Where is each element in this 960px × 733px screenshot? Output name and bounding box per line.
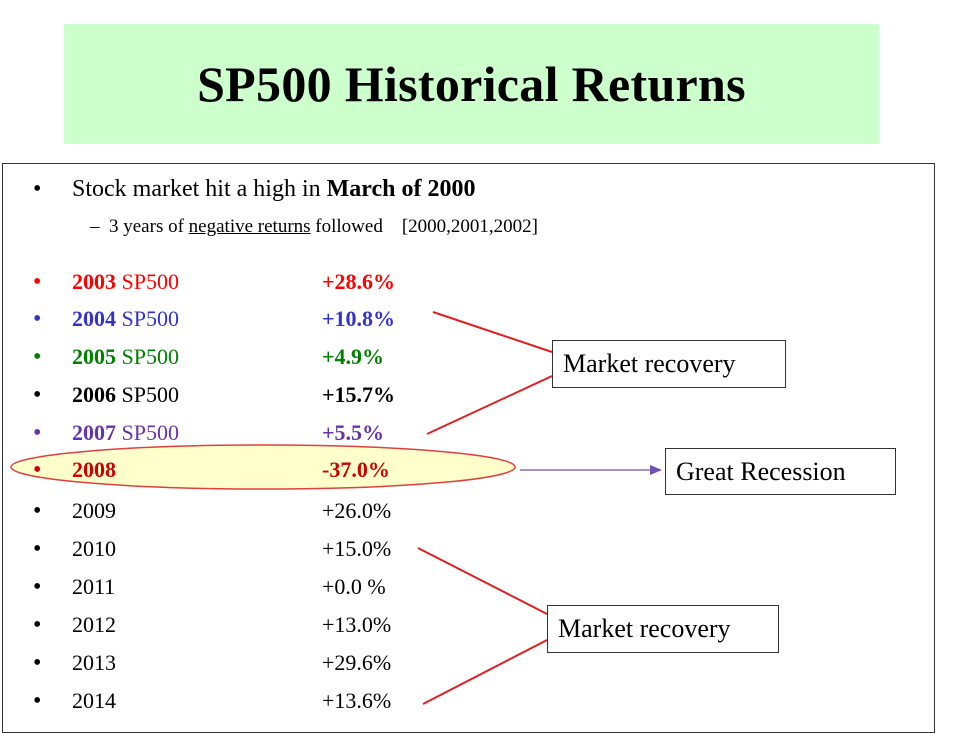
row-label: 2009 <box>72 497 116 525</box>
list-item: • 2008 -37.0% <box>0 456 480 484</box>
sub-text-underlined: negative returns <box>188 216 311 237</box>
connector-line-2014 <box>422 639 548 705</box>
row-return: +15.0% <box>322 536 392 561</box>
list-item: • 2013 +29.6% <box>0 649 480 677</box>
row-year: 2014 <box>72 688 116 713</box>
row-year: 2003 <box>72 269 116 294</box>
list-item: • 2007 SP500 +5.5% <box>0 419 480 447</box>
row-return: +26.0% <box>322 498 392 523</box>
row-label: 2005 SP500 <box>72 343 179 371</box>
list-item: • 2010 +15.0% <box>0 535 480 563</box>
sub-text-prefix: 3 years of <box>109 216 189 237</box>
bullet-dot: • <box>33 498 42 524</box>
row-label: 2006 SP500 <box>72 381 179 409</box>
row-label: 2004 SP500 <box>72 305 179 333</box>
row-return: +0.0 % <box>322 574 386 599</box>
row-return: +28.6% <box>322 269 396 294</box>
intro-main-text: Stock market hit a high in <box>72 176 327 202</box>
callout-label: Market recovery <box>558 614 731 643</box>
callout-great-recession: Great Recession <box>665 448 896 495</box>
intro-sub-point: – 3 years of negative returns followed [… <box>90 216 538 238</box>
bullet-dot: • <box>33 536 42 562</box>
list-item: • 2011 +0.0 % <box>0 573 480 601</box>
connector-line-2004 <box>432 311 553 353</box>
callout-market-recovery-1: Market recovery <box>552 340 786 388</box>
row-label: 2013 <box>72 649 116 677</box>
bullet-dot: • <box>33 650 42 676</box>
callout-label: Great Recession <box>676 456 846 486</box>
row-year: 2011 <box>72 574 116 599</box>
row-label: 2010 <box>72 535 116 563</box>
slide-title: SP500 Historical Returns <box>197 56 746 112</box>
bullet-dot: • <box>33 574 42 600</box>
row-return: +13.0% <box>322 612 392 637</box>
list-item: • 2004 SP500 +10.8% <box>0 305 480 333</box>
connector-line-2010 <box>417 547 548 615</box>
list-item: • 2003 SP500 +28.6% <box>0 268 480 296</box>
row-year: 2005 <box>72 344 116 369</box>
list-item: • 2014 +13.6% <box>0 687 480 715</box>
row-return: +29.6% <box>322 650 392 675</box>
row-return: -37.0% <box>322 457 390 482</box>
bullet-dot: • <box>33 688 42 714</box>
arrow-head-recession <box>650 465 662 475</box>
row-return: +13.6% <box>322 688 392 713</box>
intro-main-point: Stock market hit a high in March of 2000 <box>72 175 476 203</box>
row-return: +5.5% <box>322 420 385 445</box>
row-year: 2010 <box>72 536 116 561</box>
bullet-dot: • <box>33 176 42 202</box>
row-label: 2014 <box>72 687 116 715</box>
callout-market-recovery-2: Market recovery <box>547 605 779 653</box>
row-index: SP500 <box>116 306 179 331</box>
bullet-dot: • <box>33 382 42 408</box>
row-year: 2006 <box>72 382 116 407</box>
row-return: +4.9% <box>322 344 385 369</box>
row-year: 2012 <box>72 612 116 637</box>
list-item: • 2009 +26.0% <box>0 497 480 525</box>
row-index: SP500 <box>116 344 179 369</box>
row-year: 2013 <box>72 650 116 675</box>
bullet-dot: • <box>33 612 42 638</box>
row-label: 2003 SP500 <box>72 268 179 296</box>
connector-line-2007 <box>426 375 553 435</box>
row-year: 2008 <box>72 457 116 482</box>
list-item: • 2006 SP500 +15.7% <box>0 381 480 409</box>
highlight-ellipse-2008 <box>10 444 516 490</box>
bullet-dot: • <box>33 306 42 332</box>
callout-label: Market recovery <box>563 349 736 378</box>
title-box: SP500 Historical Returns <box>64 24 879 144</box>
bullet-dot: • <box>33 269 42 295</box>
sub-dash: – <box>90 216 100 237</box>
intro-main-bold: March of 2000 <box>326 176 476 202</box>
row-index: SP500 <box>116 420 179 445</box>
sub-text-suffix: followed [2000,2001,2002] <box>310 216 538 237</box>
row-year: 2007 <box>72 420 116 445</box>
row-return: +10.8% <box>322 306 396 331</box>
list-item: • 2012 +13.0% <box>0 611 480 639</box>
bullet-dot: • <box>33 344 42 370</box>
row-return: +15.7% <box>322 382 396 407</box>
row-label: 2012 <box>72 611 116 639</box>
bullet-dot: • <box>33 457 42 483</box>
list-item: • 2005 SP500 +4.9% <box>0 343 480 371</box>
row-year: 2004 <box>72 306 116 331</box>
row-index: SP500 <box>116 382 179 407</box>
bullet-dot: • <box>33 420 42 446</box>
row-index: SP500 <box>116 269 179 294</box>
row-year: 2009 <box>72 498 116 523</box>
row-label: 2007 SP500 <box>72 419 179 447</box>
row-label: 2008 <box>72 456 116 484</box>
row-label: 2011 <box>72 573 115 601</box>
